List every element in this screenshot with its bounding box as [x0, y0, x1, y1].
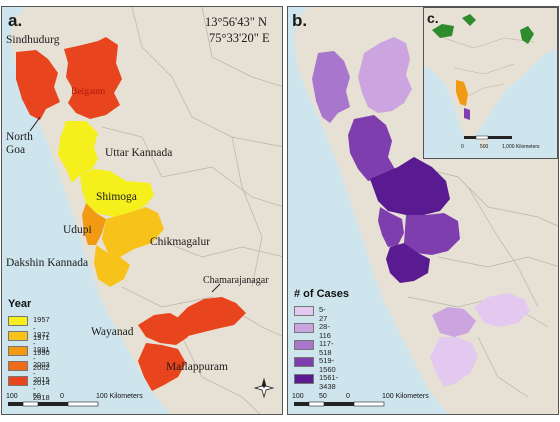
- region-chamarajanagar-cases: [474, 293, 530, 327]
- label-mallappuram: Mallappuram: [166, 361, 228, 373]
- scale-tick: 1,000 Kilometers: [502, 144, 540, 150]
- legend-swatch: [8, 316, 28, 326]
- label-chikmagalur: Chikmagalur: [150, 236, 211, 248]
- panel-c-inset-map: c. 0 500 1,000 Kilometers: [423, 7, 558, 159]
- scale-tick: 500: [480, 144, 489, 150]
- scale-tick: 0: [461, 144, 464, 150]
- panel-b-scale-bar: [294, 401, 385, 407]
- scale-tick: 0: [60, 393, 64, 400]
- label-belgaum: Belgaum: [71, 87, 106, 97]
- legend-label: 1957 - 1971: [33, 315, 50, 342]
- coordinate-longitude: 75°33'20" E: [209, 31, 270, 45]
- legend-swatch: [8, 376, 28, 386]
- panel-a-map: a. 13°56'43" N 75°33'20" E Sindhudurg Be…: [1, 6, 283, 415]
- district-borders: [101, 7, 282, 414]
- region-sindhudurg: [16, 50, 60, 120]
- legend-swatch: [294, 357, 314, 367]
- scale-tick: 50: [33, 393, 41, 400]
- region-wayanad: [138, 313, 188, 345]
- region-belgaum: [64, 37, 122, 119]
- region-dakshin-kannada: [94, 245, 130, 287]
- region-mallappuram: [138, 343, 186, 391]
- north-arrow-icon: [253, 377, 275, 399]
- year-legend: Year 1957 - 1971 1972 - 1990 1991 - 2002…: [8, 298, 98, 402]
- year-legend-title: Year: [8, 298, 32, 310]
- panel-c-letter: c.: [427, 10, 439, 26]
- legend-swatch: [294, 340, 314, 350]
- label-chamarajanagar: Chamarajanagar: [203, 275, 269, 286]
- state-borders: [443, 37, 535, 99]
- region-uttar-kannada-cases: [348, 115, 396, 181]
- coordinate-latitude: 13°56'43" N: [205, 15, 268, 29]
- legend-swatch: [8, 361, 28, 371]
- region-udupi-cases: [378, 207, 404, 247]
- panel-a-letter: a.: [8, 11, 23, 30]
- scale-unit-label: 100 Kilometers: [96, 393, 143, 400]
- region-chikmagalur-cases: [404, 213, 460, 255]
- legend-label: 117-518: [319, 339, 334, 357]
- legend-label: 2015 - 2018: [33, 375, 50, 402]
- panel-a-basemap: [2, 7, 282, 414]
- region-wayanad-cases: [432, 307, 476, 337]
- region-chamarajanagar: [174, 297, 246, 337]
- region-sindhudurg-cases: [312, 51, 350, 123]
- sri-lanka: [480, 138, 488, 150]
- label-sindhudurg: Sindhudurg: [6, 34, 60, 46]
- north-goa-leader: [29, 116, 41, 132]
- legend-label: 1972 - 1990: [33, 330, 50, 357]
- cases-legend: # of Cases 5-27 28-116 117-518 519-1560 …: [294, 288, 394, 391]
- scale-tick: 50: [319, 393, 327, 400]
- panel-c-basemap: [424, 8, 557, 158]
- legend-swatch: [294, 374, 314, 384]
- region-uttar-kannada: [58, 121, 98, 183]
- label-dakshin-kannada: Dakshin Kannada: [6, 257, 89, 269]
- panel-c-scale-bar: [464, 135, 512, 140]
- region-mallappuram-cases: [430, 337, 478, 387]
- highlight-west-ghats: [456, 80, 468, 106]
- region-udupi: [82, 203, 106, 245]
- label-wayanad: Wayanad: [91, 326, 134, 338]
- chamarajanagar-leader: [211, 283, 221, 293]
- region-dakshin-kannada-cases: [386, 243, 430, 283]
- legend-swatch: [294, 323, 314, 333]
- label-shimoga: Shimoga: [96, 191, 137, 203]
- legend-swatch: [8, 346, 28, 356]
- legend-swatch: [294, 306, 314, 316]
- scale-tick: 100: [292, 393, 304, 400]
- highlight-north-east: [520, 26, 534, 44]
- highlight-north-west: [432, 24, 454, 38]
- legend-label: 1991 - 2002: [33, 345, 50, 372]
- region-chikmagalur: [102, 207, 164, 257]
- legend-label: 28-116: [319, 322, 331, 340]
- legend-label: 1561-3438: [319, 373, 339, 391]
- highlight-north: [462, 14, 476, 26]
- region-shimoga-cases: [370, 157, 450, 215]
- legend-label: 5-27: [319, 305, 328, 323]
- label-udupi: Udupi: [63, 224, 92, 236]
- region-shimoga: [80, 169, 154, 217]
- panel-b-letter: b.: [292, 11, 308, 30]
- label-north-goa: North Goa: [6, 131, 33, 156]
- scale-tick: 0: [346, 393, 350, 400]
- region-belgaum-cases: [358, 37, 412, 113]
- scale-unit-label: 100 Kilometers: [382, 393, 429, 400]
- legend-label: 519-1560: [319, 356, 336, 374]
- scale-tick: 100: [6, 393, 18, 400]
- highlight-south: [464, 108, 470, 120]
- panel-a-scale-bar: [8, 401, 99, 407]
- india-land: [424, 8, 557, 142]
- legend-label: 2003 - 2014: [33, 360, 50, 387]
- label-uttar-kannada: Uttar Kannada: [105, 147, 173, 159]
- cases-legend-title: # of Cases: [294, 288, 350, 300]
- legend-swatch: [8, 331, 28, 341]
